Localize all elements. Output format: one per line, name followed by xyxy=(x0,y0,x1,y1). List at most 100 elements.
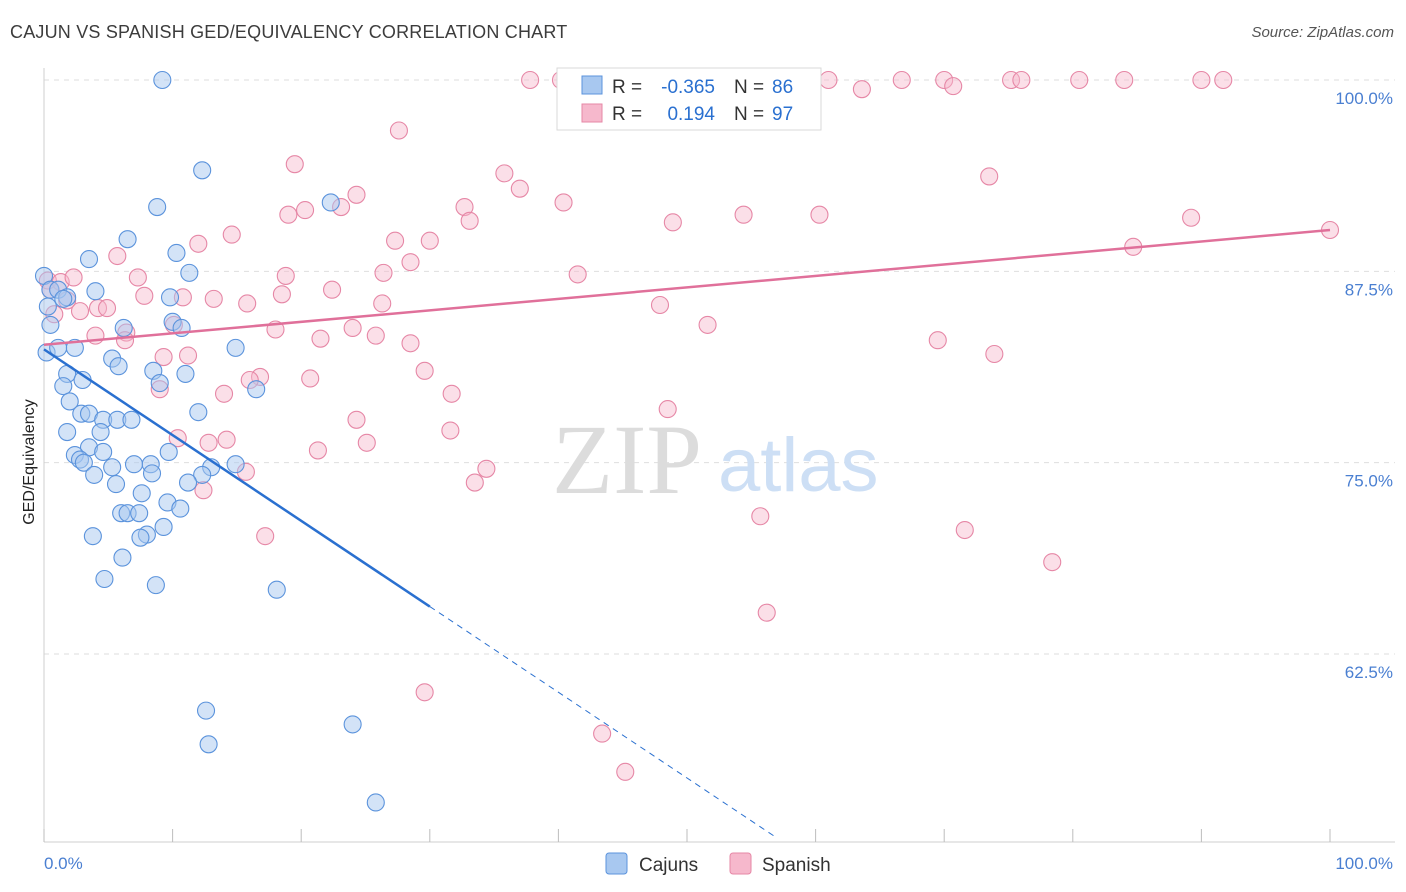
cajun-point xyxy=(83,527,102,546)
spanish-point xyxy=(1115,70,1134,90)
gridlines xyxy=(44,79,1395,655)
spanish-point xyxy=(128,268,147,287)
cajun-point xyxy=(60,392,79,411)
spanish-point xyxy=(401,253,420,272)
spanish-point xyxy=(568,265,587,284)
spanish-point xyxy=(343,318,362,338)
y-tick-label: 75.0% xyxy=(1345,472,1393,491)
cajun-point xyxy=(142,464,162,483)
spanish-point xyxy=(521,70,540,90)
legend-r-value-spanish: 0.194 xyxy=(667,104,715,125)
cajun-point xyxy=(167,243,186,263)
cajun-point xyxy=(132,484,151,503)
cajun-point xyxy=(146,576,165,595)
spanish-point xyxy=(1192,70,1211,90)
spanish-point xyxy=(347,185,366,204)
spanish-point xyxy=(1002,70,1021,90)
cajun-point xyxy=(74,453,93,472)
cajun-point xyxy=(86,282,105,301)
spanish-point xyxy=(199,433,218,452)
spanish-point xyxy=(985,344,1004,364)
cajun-point xyxy=(189,403,208,422)
y-tick-label: 100.0% xyxy=(1335,89,1393,108)
spanish-point xyxy=(1182,208,1201,227)
cajun-point xyxy=(196,701,216,720)
cajun-series xyxy=(34,70,385,812)
cajun-point xyxy=(199,735,218,754)
spanish-point xyxy=(415,361,434,380)
spanish-point xyxy=(944,77,963,96)
cajun-point xyxy=(267,580,286,599)
cajun-point xyxy=(54,289,73,308)
watermark-atlas: atlas xyxy=(718,423,879,508)
chart-title: CAJUN VS SPANISH GED/EQUIVALENCY CORRELA… xyxy=(10,22,568,42)
source-credit: Source: ZipAtlas.com xyxy=(1251,24,1394,41)
spanish-point xyxy=(757,603,776,622)
cajun-point xyxy=(109,357,128,376)
cajun-point xyxy=(150,374,169,393)
cajun-trend-line xyxy=(43,348,431,608)
spanish-point xyxy=(373,294,392,313)
spanish-point xyxy=(64,268,83,287)
spanish-point xyxy=(401,334,420,353)
cajun-point xyxy=(118,230,137,249)
cajun-point xyxy=(226,338,245,357)
spanish-point xyxy=(323,280,342,299)
cajun-point xyxy=(153,70,172,90)
spanish-point xyxy=(256,527,275,546)
cajun-point xyxy=(159,442,178,462)
legend-r-label-cajun: R = xyxy=(612,77,642,98)
cajun-point xyxy=(343,715,362,734)
cajun-point xyxy=(58,423,77,442)
y-tick-label: 87.5% xyxy=(1345,280,1393,299)
spanish-point xyxy=(1043,553,1062,572)
bottom-legend-label-spanish: Spanish xyxy=(762,855,831,876)
spanish-point xyxy=(658,400,677,419)
spanish-point xyxy=(510,179,529,198)
legend-n-label-cajun: N = xyxy=(734,77,764,98)
cajun-point xyxy=(154,517,173,537)
spanish-point xyxy=(477,459,496,478)
cajun-point xyxy=(171,499,190,518)
spanish-point xyxy=(296,201,315,220)
series-legend: Cajuns Spanish xyxy=(605,852,831,876)
spanish-point xyxy=(935,70,954,90)
spanish-point xyxy=(495,164,514,183)
spanish-point xyxy=(1012,70,1031,90)
spanish-point xyxy=(386,231,405,250)
spanish-point xyxy=(189,234,208,253)
x-tick-marks xyxy=(43,829,1331,842)
cajun-point xyxy=(79,250,99,269)
cajun-point xyxy=(160,288,180,307)
cajun-point xyxy=(180,263,199,282)
legend-n-value-spanish: 97 xyxy=(772,104,793,125)
y-tick-label: 62.5% xyxy=(1345,663,1393,682)
watermark-zip: ZIP xyxy=(552,404,702,515)
spanish-point xyxy=(214,384,234,403)
cajun-point xyxy=(91,423,110,442)
legend-n-label-spanish: N = xyxy=(734,104,764,125)
cajun-point xyxy=(124,455,144,474)
legend-r-label-spanish: R = xyxy=(612,104,642,125)
cajun-point xyxy=(94,442,113,462)
spanish-point xyxy=(1214,70,1233,90)
spanish-point xyxy=(465,473,484,492)
spanish-point xyxy=(178,346,198,365)
cajun-point xyxy=(193,161,212,180)
spanish-point xyxy=(460,211,479,230)
axes xyxy=(43,68,1395,843)
spanish-point xyxy=(374,263,393,282)
spanish-point xyxy=(285,155,304,174)
watermark: ZIP atlas xyxy=(552,404,879,515)
spanish-point xyxy=(272,285,291,304)
spanish-point xyxy=(554,193,573,212)
spanish-point xyxy=(1070,70,1089,90)
cajun-point xyxy=(193,465,212,484)
spanish-point xyxy=(819,70,838,90)
spanish-point xyxy=(980,167,999,186)
bottom-legend-swatch-cajun xyxy=(605,852,628,875)
spanish-point xyxy=(276,266,295,285)
spanish-point xyxy=(415,683,434,702)
cajun-trend-extension xyxy=(429,606,778,839)
